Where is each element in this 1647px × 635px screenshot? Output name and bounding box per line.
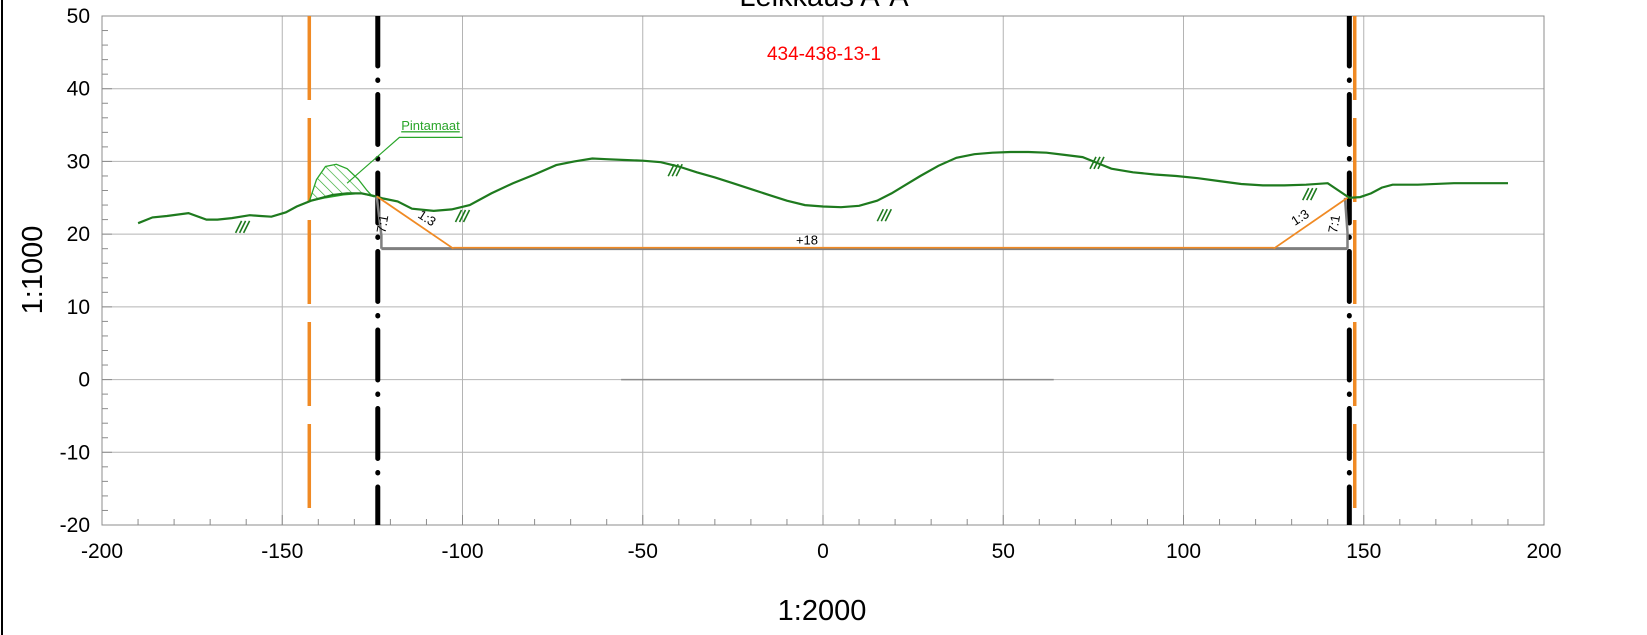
slope-mark-stroke <box>238 220 247 234</box>
x-axis-tick-labels: -200 -150 -100 -50 0 50 100 150 200 <box>81 540 1562 563</box>
slope-mark-stroke <box>667 163 675 177</box>
y-axis-title: 1:1000 <box>17 226 49 315</box>
slope-mark-stroke <box>1097 156 1105 170</box>
slope-mark <box>876 208 893 222</box>
drawing-id-label: 434-438-13-1 <box>767 44 881 65</box>
ground-profile-line <box>137 150 1508 225</box>
slope-mark <box>454 209 471 223</box>
slope-ratio-label: 7:1 <box>1325 214 1343 234</box>
topsoil-label-leader <box>346 136 463 184</box>
y-tick-label: 20 <box>67 223 90 246</box>
y-axis-tick-labels: -20 -10 0 10 20 30 40 50 <box>60 5 90 537</box>
slope-ratio-labels: 7:1 1:3 1:3 7:1 <box>373 206 1343 234</box>
y-tick-label: 40 <box>67 78 90 101</box>
y-tick-label: -10 <box>60 441 90 464</box>
slope-mark <box>667 163 683 177</box>
topsoil-hatched-area <box>308 163 375 203</box>
slope-mark-stroke <box>1093 156 1101 170</box>
x-tick-label: -100 <box>441 540 483 563</box>
excavation-left-wall <box>375 196 383 249</box>
x-tick-label: 50 <box>992 540 1015 563</box>
x-axis-title: 1:2000 <box>778 595 867 627</box>
x-tick-label: 0 <box>817 540 829 563</box>
boundary-lines <box>307 16 1357 525</box>
plot-area-border <box>101 15 1545 526</box>
x-tick-label: 200 <box>1526 540 1561 563</box>
x-tick-label: 150 <box>1346 540 1381 563</box>
slope-mark-stroke <box>1309 187 1318 201</box>
y-tick-label: 50 <box>67 5 90 28</box>
slope-ratio-label: 7:1 <box>373 214 391 234</box>
slope-mark <box>234 220 251 234</box>
slope-mark-stroke <box>1305 187 1314 201</box>
slope-mark <box>1301 187 1318 201</box>
topsoil-label: Pintamaat <box>401 118 460 133</box>
right-slope-line <box>1273 197 1349 250</box>
chart-title: Leikkaus A-A <box>739 0 909 13</box>
left-slope-line <box>376 195 454 250</box>
y-tick-label: 30 <box>67 150 90 173</box>
y-tick-label: 0 <box>78 369 90 392</box>
slope-mark-stroke <box>462 209 471 223</box>
slope-mark-stroke <box>671 163 679 177</box>
slope-mark-stroke <box>458 209 467 223</box>
slope-mark-stroke <box>234 220 243 234</box>
base-level-label: +18 <box>796 233 818 248</box>
x-tick-label: -150 <box>261 540 303 563</box>
slope-marks <box>234 156 1318 234</box>
slope-mark-stroke <box>242 220 251 234</box>
excavation-right-wall <box>1343 197 1349 249</box>
slope-mark-stroke <box>884 208 893 222</box>
x-tick-label: -200 <box>81 540 123 563</box>
grid <box>101 15 1545 526</box>
slope-mark <box>1089 156 1105 170</box>
y-tick-label: -20 <box>60 514 90 537</box>
x-tick-label: -50 <box>628 540 658 563</box>
y-tick-label: 10 <box>67 296 90 319</box>
slope-mark-stroke <box>1301 187 1310 201</box>
slope-mark-stroke <box>876 208 885 222</box>
slope-mark-stroke <box>675 163 683 177</box>
slope-mark-stroke <box>880 208 889 222</box>
excavation-outline <box>375 195 1349 251</box>
x-tick-label: 100 <box>1166 540 1201 563</box>
slope-mark-stroke <box>1089 156 1097 170</box>
slope-mark-stroke <box>454 209 463 223</box>
